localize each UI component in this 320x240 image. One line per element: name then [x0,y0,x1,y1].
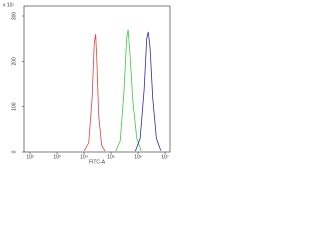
x-axis-label: FITC-A [89,159,106,165]
x-tick-label: 10³ [53,154,61,160]
y-tick-label: 0 [11,150,17,153]
x-tick-label: 10⁷ [161,154,169,160]
x-tick-label: 10⁵ [107,154,115,160]
y-tick-label: 300 [11,12,17,21]
plot-frame [23,5,171,153]
histogram-line [83,34,106,152]
y-tick-label: 200 [11,57,17,66]
annotation: x 10¹ [3,2,14,8]
histogram-line [115,29,142,152]
x-tick-label: 10⁶ [134,154,142,160]
chart: x 10¹ FITC-A 10² 10³ 10⁴ 10⁵ 10⁶ 10⁷ 0 100 200 30… [3,2,171,165]
x-tick-label: 10⁴ [80,154,88,160]
histogram-line [135,31,162,152]
y-tick-label: 100 [11,102,17,111]
x-tick-label: 10² [26,154,34,160]
